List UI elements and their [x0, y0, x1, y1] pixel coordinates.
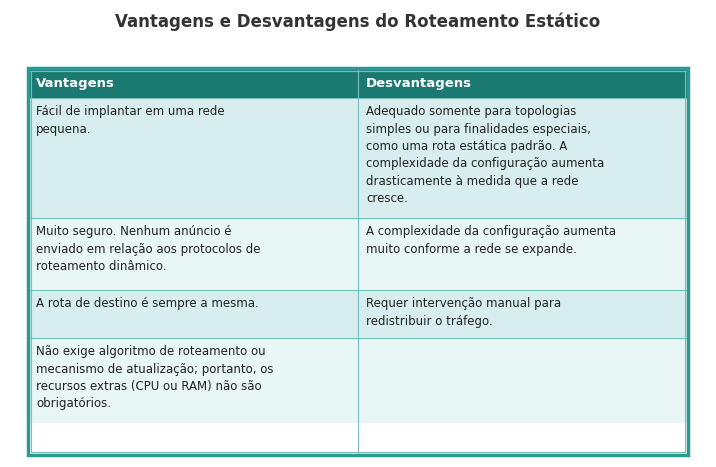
Text: Desvantagens: Desvantagens: [366, 77, 472, 90]
Bar: [28, 218, 358, 290]
Bar: [28, 68, 358, 98]
Bar: [358, 290, 688, 338]
Bar: [28, 338, 358, 423]
Text: Vantagens e Desvantagens do Roteamento Estático: Vantagens e Desvantagens do Roteamento E…: [115, 13, 601, 31]
Bar: [28, 290, 358, 338]
Bar: [31, 71, 685, 452]
Text: Não exige algoritmo de roteamento ou
mecanismo de atualização; portanto, os
recu: Não exige algoritmo de roteamento ou mec…: [36, 345, 274, 410]
Text: A complexidade da configuração aumenta
muito conforme a rede se expande.: A complexidade da configuração aumenta m…: [366, 225, 616, 255]
Text: A rota de destino é sempre a mesma.: A rota de destino é sempre a mesma.: [36, 297, 258, 310]
Bar: [358, 68, 688, 98]
Text: Fácil de implantar em uma rede
pequena.: Fácil de implantar em uma rede pequena.: [36, 105, 225, 135]
Bar: [28, 98, 358, 218]
Bar: [28, 68, 688, 455]
Bar: [358, 98, 688, 218]
Bar: [358, 338, 688, 423]
Text: Vantagens: Vantagens: [36, 77, 115, 90]
Text: Muito seguro. Nenhum anúncio é
enviado em relação aos protocolos de
roteamento d: Muito seguro. Nenhum anúncio é enviado e…: [36, 225, 261, 273]
Text: Requer intervenção manual para
redistribuir o tráfego.: Requer intervenção manual para redistrib…: [366, 297, 561, 327]
Text: Adequado somente para topologias
simples ou para finalidades especiais,
como uma: Adequado somente para topologias simples…: [366, 105, 604, 205]
Bar: [358, 218, 688, 290]
